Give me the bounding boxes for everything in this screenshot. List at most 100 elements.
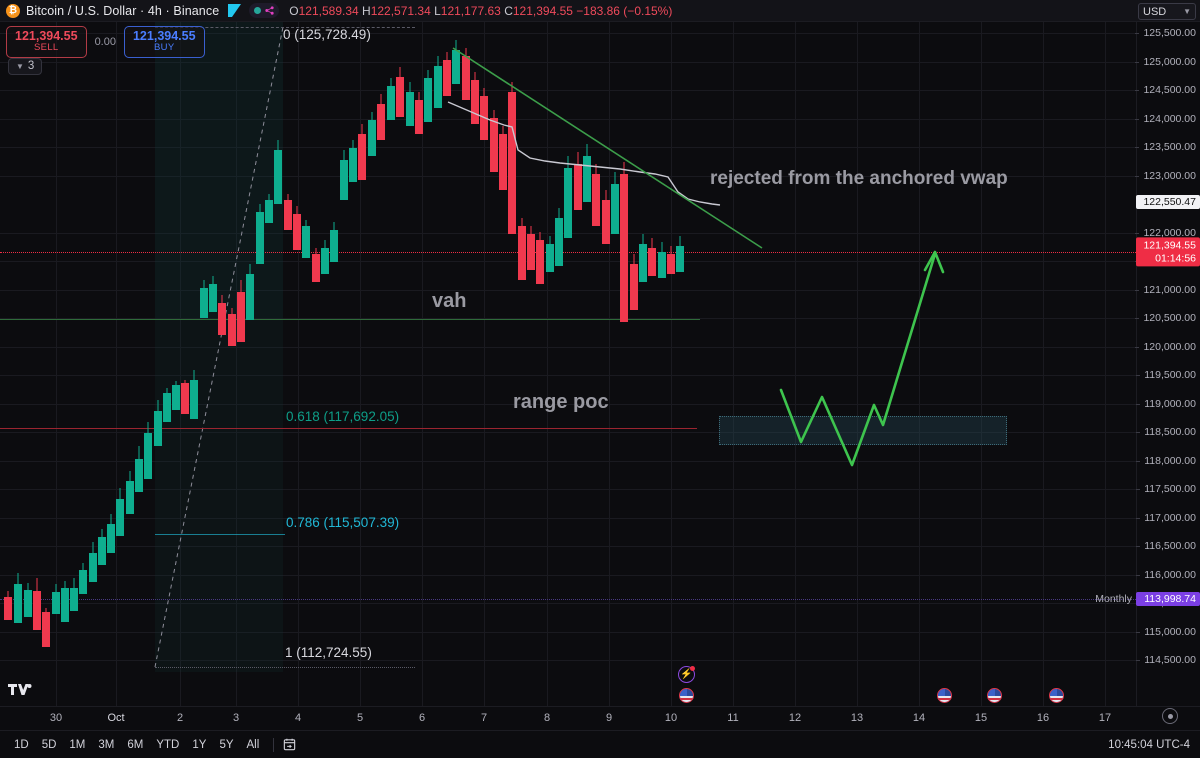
price-tick: 121,000.00 xyxy=(1135,284,1196,296)
candlestick xyxy=(209,276,217,312)
candlestick xyxy=(218,295,226,335)
candlestick xyxy=(424,70,432,122)
sell-button[interactable]: 121,394.55 SELL xyxy=(6,26,87,58)
chart-canvas[interactable]: rejected from the anchored vwap vah range … xyxy=(0,22,1136,706)
tick-mark xyxy=(1136,375,1141,376)
tick-mark xyxy=(1136,660,1141,661)
tick-mark xyxy=(1136,461,1141,462)
fib-level-0618[interactable]: 0.618 (117,692.05) xyxy=(286,409,400,424)
quantity-stepper[interactable]: ▼ 3 xyxy=(8,58,43,75)
annotation-range-poc[interactable]: range poc xyxy=(513,391,609,413)
fib-level-0[interactable]: 0 (125,728.49) xyxy=(283,27,371,42)
candle-wick xyxy=(409,82,411,100)
candle-body xyxy=(564,168,572,238)
tradingview-badge-icon xyxy=(228,4,242,17)
ohlc-c-label: C xyxy=(504,3,513,18)
us-flag-event-icon[interactable] xyxy=(987,688,1002,703)
us-flag-event-icon[interactable] xyxy=(679,688,694,703)
projection-value-area-box[interactable] xyxy=(719,416,1007,445)
anchored-vwap-line xyxy=(447,101,721,206)
indicator-status-pills[interactable] xyxy=(249,3,280,18)
gridline-vertical xyxy=(671,22,672,706)
price-tick: 116,500.00 xyxy=(1136,540,1196,552)
candlestick xyxy=(237,280,245,342)
gridline-horizontal xyxy=(0,575,1136,576)
currency-selector[interactable]: USD ▼ xyxy=(1138,3,1196,20)
candle-body xyxy=(536,240,544,284)
candlestick xyxy=(33,578,41,630)
time-tick: 5 xyxy=(356,712,364,724)
price-label-last[interactable]: 121,394.55 01:14:56 xyxy=(1136,237,1200,267)
us-flag-event-icon[interactable] xyxy=(937,688,952,703)
candle-body xyxy=(349,148,357,182)
price-tick: 114,500.00 xyxy=(1136,654,1196,666)
range-button-5y[interactable]: 5Y xyxy=(219,738,234,751)
price-label-value: 122,550.47 xyxy=(1143,196,1196,208)
reset-chart-button[interactable] xyxy=(1162,708,1178,724)
monthly-level-line xyxy=(0,599,1136,600)
candle-wick xyxy=(586,144,588,162)
candlestick xyxy=(658,242,666,278)
buy-button[interactable]: 121,394.55 BUY xyxy=(123,26,205,58)
candlestick xyxy=(181,380,189,414)
annotation-rejected-vwap[interactable]: rejected from the anchored vwap xyxy=(710,168,1008,189)
tick-mark xyxy=(1135,290,1140,291)
price-tick: 119,000.00 xyxy=(1136,398,1196,410)
range-button-3m[interactable]: 3M xyxy=(98,738,115,751)
tick-mark xyxy=(1136,575,1141,576)
time-axis[interactable]: 30 Oct 2 3 4 5 6 7 8 9 10 11 12 13 14 15 16 17 xyxy=(0,706,1200,730)
last-price-line xyxy=(0,252,1136,253)
price-label-monthly[interactable]: 113,998.74 xyxy=(1136,592,1200,606)
fib-level-1[interactable]: 1 (112,724.55) xyxy=(285,645,372,660)
economic-event-bolt-icon[interactable]: ⚡ xyxy=(678,666,695,683)
candle-body xyxy=(70,588,78,611)
range-button-ytd[interactable]: YTD xyxy=(156,738,180,751)
range-button-5d[interactable]: 5D xyxy=(41,738,57,751)
tick-mark xyxy=(1136,489,1141,490)
gridline-vertical xyxy=(547,22,548,706)
candle-body xyxy=(126,481,134,514)
fib-level-0786[interactable]: 0.786 (115,507.39) xyxy=(286,515,400,530)
candle-body xyxy=(667,254,675,274)
range-button-all[interactable]: All xyxy=(246,738,260,751)
candle-body xyxy=(508,92,516,234)
us-flag-event-icon[interactable] xyxy=(1049,688,1064,703)
time-tick: 17 xyxy=(1098,712,1112,724)
range-buttons: 1D 5D 1M 3M 6M YTD 1Y 5Y All xyxy=(8,737,265,753)
candle-body xyxy=(518,226,526,280)
vah-level-line xyxy=(0,319,700,320)
range-button-1d[interactable]: 1D xyxy=(14,738,29,751)
tick-mark xyxy=(1135,62,1140,63)
annotation-vah[interactable]: vah xyxy=(432,290,467,312)
price-label-vwap[interactable]: 122,550.47 xyxy=(1136,195,1200,209)
share-icon xyxy=(265,6,274,15)
gridline-vertical xyxy=(298,22,299,706)
range-poc-level-line xyxy=(0,428,697,429)
candlestick xyxy=(144,422,152,479)
ohlc-o-value: 121,589.34 xyxy=(298,3,359,18)
price-tick: 124,000.00 xyxy=(1135,113,1196,125)
candle-body xyxy=(144,433,152,479)
candle-body xyxy=(209,284,217,312)
candlestick xyxy=(79,563,87,594)
symbol-title[interactable]: Bitcoin / U.S. Dollar · 4h · Binance xyxy=(26,3,220,18)
fib-retracement-zone xyxy=(155,22,283,672)
candlestick xyxy=(89,542,97,582)
candle-body xyxy=(61,588,69,622)
candle-body xyxy=(648,248,656,276)
gridline-vertical xyxy=(919,22,920,706)
candle-body xyxy=(14,584,22,623)
candlestick xyxy=(471,72,479,124)
candle-body xyxy=(368,120,376,156)
tick-mark xyxy=(1135,347,1140,348)
candlestick xyxy=(630,254,638,310)
candlestick xyxy=(620,162,628,322)
candle-body xyxy=(330,230,338,262)
candle-body xyxy=(555,218,563,266)
calendar-icon[interactable] xyxy=(282,737,297,752)
range-button-1m[interactable]: 1M xyxy=(69,738,86,751)
range-button-6m[interactable]: 6M xyxy=(127,738,144,751)
candle-body xyxy=(52,592,60,614)
range-button-1y[interactable]: 1Y xyxy=(192,738,207,751)
price-axis[interactable]: 125,500.00 125,000.00 124,500.00 124,000.00… xyxy=(1135,22,1200,706)
